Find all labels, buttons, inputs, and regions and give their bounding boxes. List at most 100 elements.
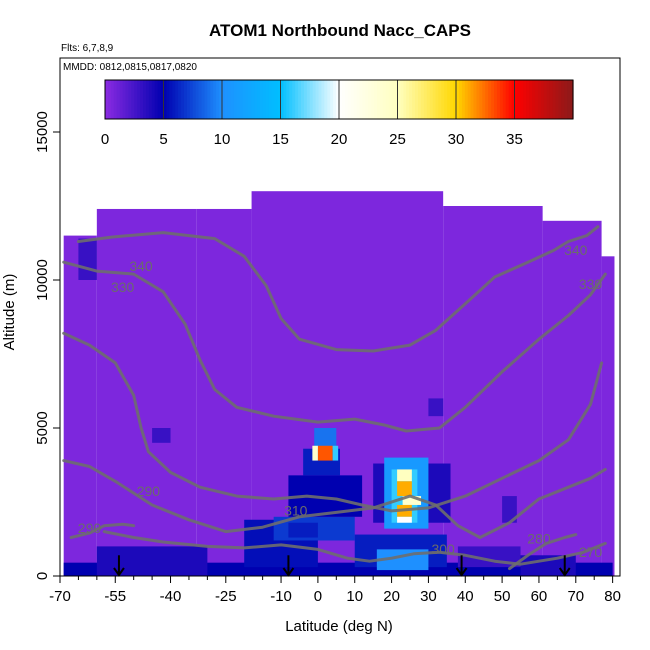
contour-label-0: 340 <box>129 258 153 274</box>
colorbar-swatch-97 <box>388 80 393 119</box>
colorbar: 0 5 10 15 20 25 30 35 <box>101 79 574 148</box>
colorbar-swatch-17 <box>154 80 159 119</box>
x-axis: -70 -55 -40 -25 -10 0 10 20 30 40 50 60 70 80 <box>49 576 621 605</box>
colorbar-swatch-135 <box>499 80 504 119</box>
colorbar-swatch-36 <box>210 80 214 119</box>
colorbar-swatch-130 <box>485 80 489 119</box>
colorbar-swatch-58 <box>274 80 279 119</box>
colorbar-swatch-13 <box>143 80 147 119</box>
arrow-layer <box>113 555 571 577</box>
contour-label-4: 290 <box>137 483 161 499</box>
heatmap-cell-1 <box>96 546 208 576</box>
colorbar-swatch-82 <box>344 80 349 119</box>
colorbar-swatch-74 <box>321 80 325 119</box>
flight-arrow-0 <box>113 555 125 577</box>
colorbar-swatch-128 <box>479 80 483 119</box>
colorbar-swatch-152 <box>549 80 554 119</box>
contour-label-7: 290 <box>78 520 102 536</box>
colorbar-swatch-49 <box>248 80 252 119</box>
colorbar-swatch-15 <box>148 80 153 119</box>
colorbar-swatch-18 <box>157 80 162 119</box>
colorbar-swatch-120 <box>456 80 460 119</box>
colorbar-swatch-159 <box>570 80 574 119</box>
heatmap-cell-12 <box>312 445 318 461</box>
colorbar-swatch-61 <box>283 80 287 119</box>
colorbar-swatch-11 <box>137 80 141 119</box>
colorbar-swatch-145 <box>529 80 533 119</box>
colorbar-swatch-42 <box>227 80 232 119</box>
colorbar-swatch-30 <box>192 80 197 119</box>
colorbar-swatch-10 <box>134 80 138 119</box>
colorbar-swatch-154 <box>555 80 559 119</box>
colorbar-swatch-92 <box>374 80 378 119</box>
colorbar-swatch-158 <box>567 80 571 119</box>
colorbar-swatch-99 <box>394 80 399 119</box>
colorbar-swatch-14 <box>145 80 150 119</box>
colorbar-tick-label-4: 20 <box>331 131 348 148</box>
contour-label-8: 280 <box>527 530 551 546</box>
colorbar-swatch-57 <box>271 80 276 119</box>
heatmap-cell-10 <box>314 428 337 449</box>
flight-arrow-2 <box>455 555 468 577</box>
colorbar-swatch-3 <box>113 80 118 119</box>
colorbar-swatch-132 <box>491 80 495 119</box>
colorbar-swatch-41 <box>224 80 229 119</box>
colorbar-swatch-56 <box>268 80 273 119</box>
colorbar-swatch-110 <box>426 80 431 119</box>
colorbar-swatch-144 <box>526 80 530 119</box>
colorbar-swatch-47 <box>242 80 246 119</box>
colorbar-swatch-86 <box>356 80 361 119</box>
x-tick-label-0: -70 <box>49 588 71 605</box>
colorbar-swatch-151 <box>546 80 551 119</box>
colorbar-tick-label-5: 25 <box>389 131 406 148</box>
x-tick-label-2: -40 <box>160 588 182 605</box>
heatmap-cell-25 <box>78 238 97 280</box>
contour-line-300-4 <box>102 530 607 566</box>
contour-layer <box>62 225 607 571</box>
contour-label-3: 330 <box>579 276 603 292</box>
x-tick-label-11: 60 <box>531 588 548 605</box>
colorbar-swatch-103 <box>406 80 410 119</box>
heatmap-domain-0 <box>63 235 97 576</box>
colorbar-frame <box>104 79 574 120</box>
colorbar-swatch-127 <box>476 80 480 119</box>
colorbar-swatch-53 <box>260 80 264 119</box>
y-tick-label-3: 15000 <box>34 111 51 153</box>
colorbar-swatch-76 <box>327 80 331 119</box>
colorbar-swatch-9 <box>131 80 135 119</box>
colorbar-swatch-94 <box>379 80 384 119</box>
heatmap-cell-22 <box>152 428 171 443</box>
x-tick-label-12: 70 <box>567 588 584 605</box>
colorbar-swatch-69 <box>306 80 311 119</box>
colorbar-tick-label-6: 30 <box>448 131 465 148</box>
colorbar-swatch-111 <box>429 80 434 119</box>
colorbar-swatch-148 <box>537 80 542 119</box>
y-tick-label-1: 5000 <box>34 411 51 444</box>
colorbar-swatch-141 <box>517 80 521 119</box>
colorbar-swatch-107 <box>417 80 422 119</box>
colorbar-swatch-118 <box>450 80 454 119</box>
colorbar-swatch-125 <box>470 80 475 119</box>
colorbar-swatch-85 <box>353 80 358 119</box>
heatmap-cell-19 <box>402 496 422 505</box>
colorbar-swatch-8 <box>128 80 132 119</box>
contour-line-280-6 <box>508 533 578 571</box>
colorbar-swatch-143 <box>523 80 527 119</box>
colorbar-swatch-65 <box>295 80 299 119</box>
heatmap-cell-18 <box>397 481 412 497</box>
colorbar-swatch-136 <box>502 80 507 119</box>
colorbar-swatch-114 <box>438 80 442 119</box>
colorbar-swatch-55 <box>265 80 270 119</box>
colorbar-swatch-84 <box>350 80 355 119</box>
colorbar-swatch-43 <box>230 80 235 119</box>
contour-label-6: 300 <box>431 541 455 557</box>
contour-label-layer: 340 330 340 330 290 310 300 290 280 270 <box>78 242 603 560</box>
heatmap-cell-11 <box>317 445 333 461</box>
colorbar-tick-label-3: 15 <box>272 131 289 148</box>
colorbar-swatch-70 <box>309 80 314 119</box>
colorbar-swatch-67 <box>300 80 305 119</box>
colorbar-swatch-66 <box>298 80 302 119</box>
colorbar-swatch-45 <box>236 80 241 119</box>
colorbar-tick-label-1: 5 <box>159 131 167 148</box>
colorbar-swatch-0 <box>105 80 109 119</box>
